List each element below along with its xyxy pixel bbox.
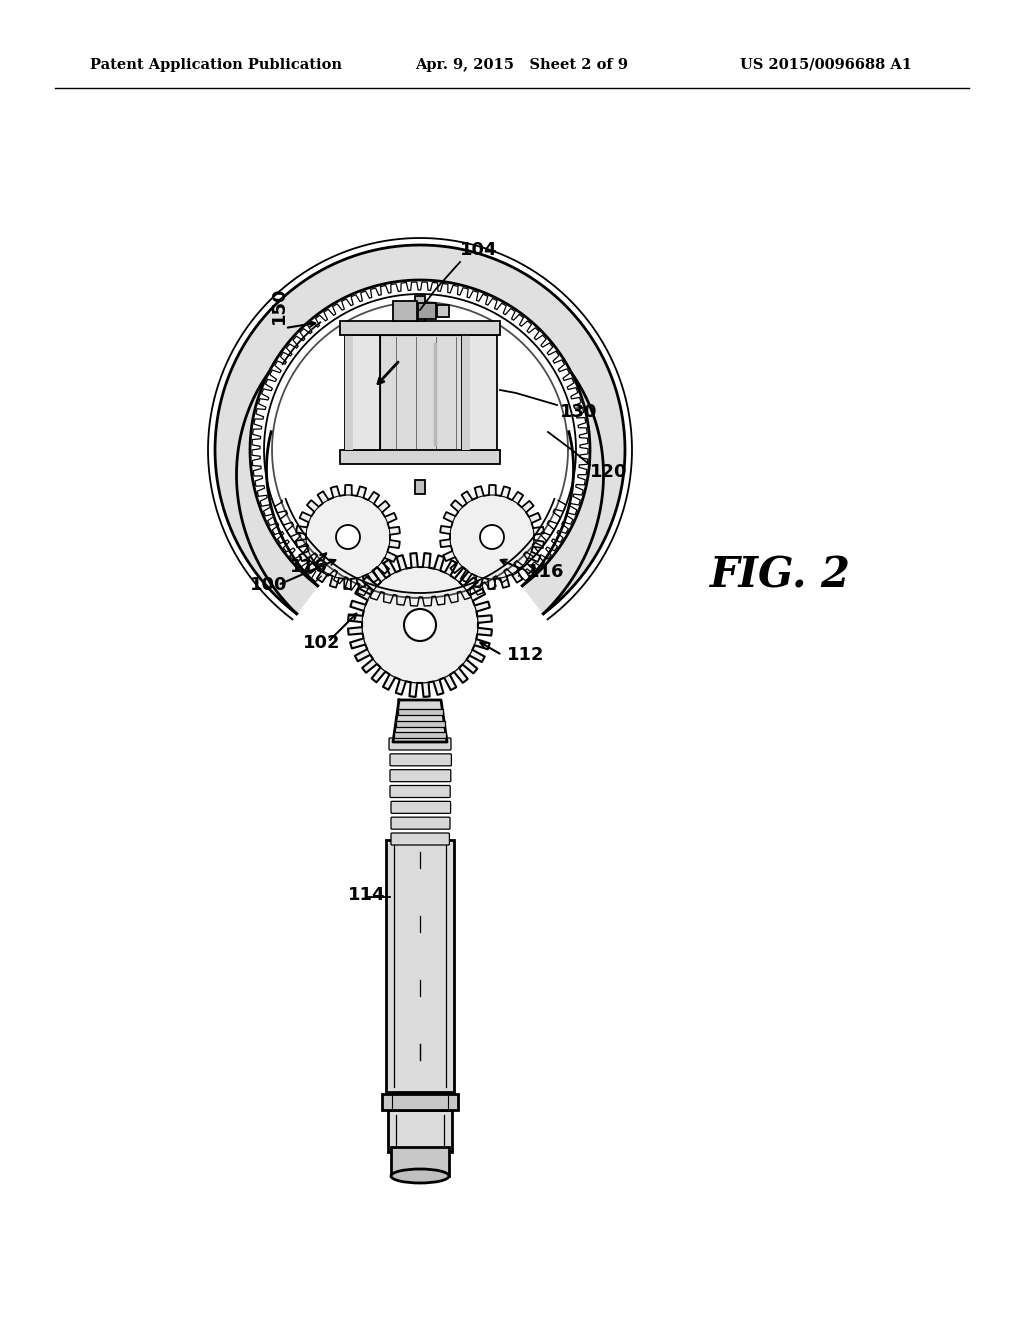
Text: 130: 130 — [560, 403, 597, 421]
FancyBboxPatch shape — [340, 450, 500, 465]
Polygon shape — [296, 484, 399, 589]
FancyBboxPatch shape — [394, 733, 446, 738]
Circle shape — [480, 525, 504, 549]
FancyBboxPatch shape — [390, 770, 451, 781]
Text: 116: 116 — [290, 558, 328, 576]
FancyBboxPatch shape — [415, 480, 425, 494]
Polygon shape — [215, 246, 625, 614]
FancyBboxPatch shape — [393, 301, 417, 321]
Polygon shape — [393, 700, 447, 742]
FancyBboxPatch shape — [391, 833, 450, 845]
FancyBboxPatch shape — [389, 738, 451, 750]
Text: 150: 150 — [270, 286, 288, 323]
Text: US 2015/0096688 A1: US 2015/0096688 A1 — [740, 58, 912, 73]
Text: Apr. 9, 2015   Sheet 2 of 9: Apr. 9, 2015 Sheet 2 of 9 — [415, 58, 628, 73]
Text: 112: 112 — [507, 645, 545, 664]
FancyBboxPatch shape — [388, 1110, 452, 1152]
FancyBboxPatch shape — [345, 335, 380, 450]
Ellipse shape — [391, 1170, 449, 1183]
FancyBboxPatch shape — [396, 721, 444, 727]
FancyBboxPatch shape — [462, 335, 470, 450]
FancyBboxPatch shape — [390, 754, 452, 766]
FancyBboxPatch shape — [391, 801, 451, 813]
FancyBboxPatch shape — [391, 817, 450, 829]
FancyBboxPatch shape — [418, 304, 436, 319]
Circle shape — [404, 609, 436, 642]
Text: FIG. 2: FIG. 2 — [710, 554, 851, 597]
Text: 120: 120 — [590, 463, 628, 480]
Text: 102: 102 — [303, 634, 341, 652]
Text: 116: 116 — [527, 564, 564, 581]
Text: Patent Application Publication: Patent Application Publication — [90, 58, 342, 73]
FancyBboxPatch shape — [390, 785, 451, 797]
FancyBboxPatch shape — [391, 1147, 449, 1176]
FancyBboxPatch shape — [462, 335, 497, 450]
Polygon shape — [440, 484, 544, 589]
FancyBboxPatch shape — [380, 335, 462, 450]
FancyBboxPatch shape — [398, 709, 443, 715]
FancyBboxPatch shape — [382, 1094, 458, 1110]
FancyBboxPatch shape — [340, 321, 500, 335]
Circle shape — [336, 525, 360, 549]
Text: 114: 114 — [348, 886, 385, 904]
FancyBboxPatch shape — [437, 305, 449, 317]
FancyBboxPatch shape — [415, 296, 425, 321]
Polygon shape — [348, 553, 492, 697]
Text: 104: 104 — [460, 242, 498, 259]
Text: 100: 100 — [250, 576, 288, 594]
FancyBboxPatch shape — [386, 840, 454, 1092]
FancyBboxPatch shape — [345, 335, 353, 450]
